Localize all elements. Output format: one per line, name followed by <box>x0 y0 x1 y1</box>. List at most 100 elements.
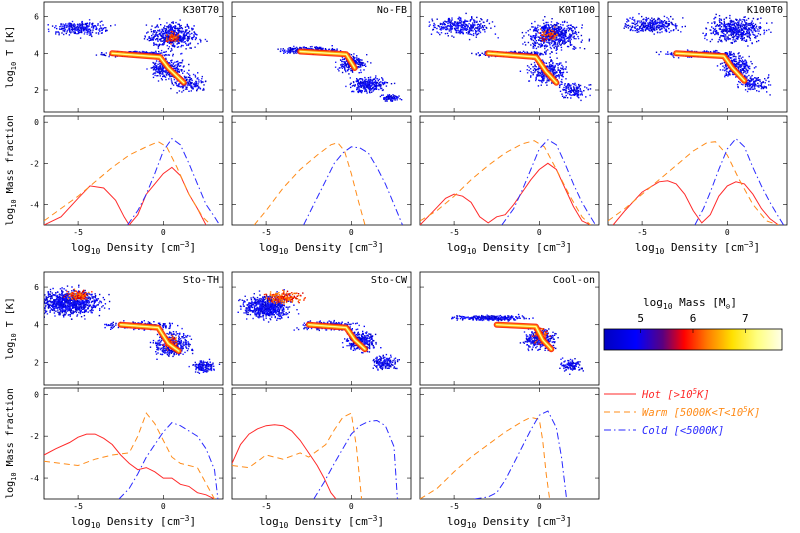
phase-point <box>176 40 178 42</box>
phase-point <box>72 28 74 30</box>
phase-point <box>458 21 460 23</box>
phase-point <box>168 54 170 56</box>
phase-point <box>392 95 394 98</box>
phase-point <box>70 29 73 31</box>
phase-point <box>447 25 450 27</box>
phase-point <box>630 28 632 31</box>
phase-point <box>754 36 756 39</box>
phase-point <box>81 25 83 27</box>
phase-point <box>580 93 583 95</box>
phase-point <box>171 64 173 66</box>
phase-point <box>537 32 539 34</box>
phase-point <box>580 99 582 102</box>
phase-point <box>431 18 433 20</box>
phase-point <box>638 20 640 22</box>
phase-point <box>565 66 567 68</box>
phase-point <box>566 97 569 99</box>
phase-point <box>201 75 203 78</box>
phase-point <box>169 62 171 65</box>
phase-point <box>641 29 643 32</box>
phase-point <box>636 22 639 24</box>
series-line-cold <box>127 137 221 225</box>
phase-point <box>560 23 562 26</box>
phase-point <box>562 68 565 71</box>
phase-point <box>157 71 160 73</box>
phase-point <box>75 28 77 30</box>
phase-point <box>181 32 183 34</box>
phase-point <box>579 87 581 90</box>
phase-point <box>170 80 173 82</box>
phase-point <box>742 24 744 26</box>
phase-point <box>369 79 372 81</box>
phase-point <box>718 15 721 17</box>
phase-point <box>745 22 747 24</box>
phase-point <box>349 83 351 86</box>
phase-point <box>465 32 468 34</box>
phase-point <box>199 38 201 41</box>
phase-point <box>374 77 377 79</box>
phase-point <box>547 38 550 41</box>
phase-point <box>558 30 561 32</box>
fraction-frame <box>43 115 224 226</box>
phase-point <box>344 61 346 63</box>
phase-point <box>660 25 662 28</box>
phase-point <box>552 25 554 27</box>
phase-point <box>188 38 190 40</box>
phase-point <box>465 23 467 26</box>
phase-point <box>447 35 449 37</box>
phase-point <box>554 39 556 42</box>
phase-point <box>99 27 102 29</box>
phase-point <box>86 31 88 34</box>
phase-point <box>558 69 560 71</box>
phase-point <box>569 27 571 29</box>
phase-point <box>533 52 536 55</box>
phase-point <box>668 31 671 33</box>
phase-point <box>203 89 205 91</box>
phase-point <box>167 71 169 74</box>
phase-point <box>177 85 179 88</box>
phase-point <box>195 81 198 83</box>
phase-point <box>588 40 590 42</box>
phase-point <box>553 73 555 75</box>
phase-point <box>376 85 378 88</box>
phase-point <box>172 22 174 24</box>
phase-point <box>552 68 554 70</box>
phase-point <box>712 27 715 30</box>
phase-point <box>538 32 541 34</box>
phase-point <box>545 30 547 32</box>
phase-point <box>74 24 76 26</box>
phase-point <box>557 27 559 29</box>
phase-point <box>446 27 448 30</box>
phase-point <box>467 31 469 33</box>
phase-point <box>456 21 459 23</box>
phase-point <box>543 29 546 32</box>
phase-point <box>160 70 163 72</box>
phase-point <box>376 88 378 90</box>
phase-point <box>68 27 70 29</box>
phase-point <box>342 58 344 60</box>
phase-point <box>164 38 166 41</box>
phase-point <box>345 66 348 68</box>
phase-point <box>624 23 627 25</box>
phase-point <box>581 39 583 41</box>
phase-point <box>349 77 351 79</box>
phase-point <box>549 67 551 70</box>
phase-point <box>152 52 154 54</box>
phase-point <box>481 52 483 54</box>
phase-point <box>573 88 575 90</box>
phase-point <box>469 20 471 22</box>
phase-point <box>738 29 741 31</box>
phase-point <box>62 25 64 27</box>
phase-point <box>364 87 366 90</box>
phase-point <box>726 32 728 34</box>
phase-point <box>449 22 451 24</box>
phase-point <box>168 62 170 64</box>
phase-point <box>643 23 645 25</box>
phase-point <box>571 31 574 33</box>
phase-point <box>358 88 360 90</box>
phase-point <box>526 51 528 53</box>
phase-point <box>470 24 472 26</box>
phase-point <box>659 29 661 31</box>
phase-point <box>560 49 563 51</box>
phase-point <box>164 40 166 43</box>
